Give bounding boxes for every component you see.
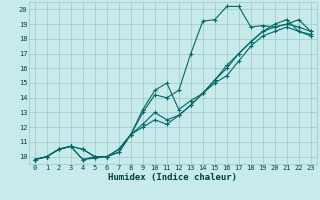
X-axis label: Humidex (Indice chaleur): Humidex (Indice chaleur) xyxy=(108,173,237,182)
